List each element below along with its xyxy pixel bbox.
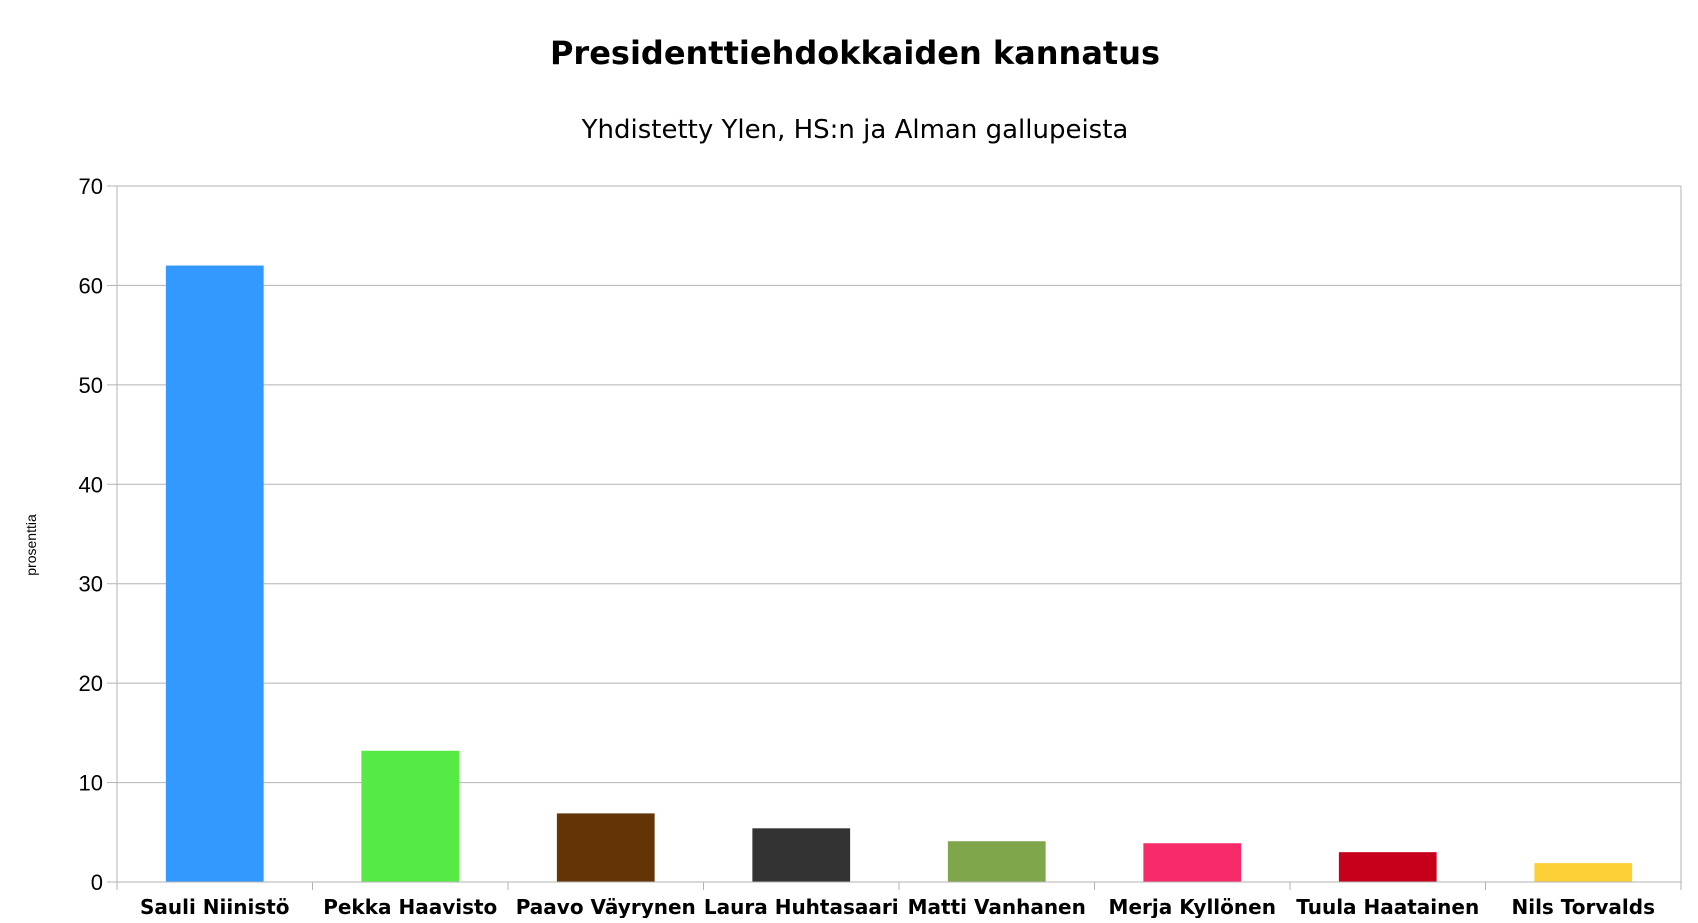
chart-subtitle: Yhdistetty Ylen, HS:n ja Alman gallupeis… [581, 115, 1129, 145]
bar [556, 813, 655, 882]
x-tick-label: Nils Torvalds [1511, 895, 1655, 918]
x-tick-label: Matti Vanhanen [908, 895, 1086, 918]
y-tick-labels: 0 10 20 30 40 50 60 70 [79, 174, 103, 895]
bar [752, 828, 851, 882]
x-tick-label: Laura Huhtasaari [704, 895, 899, 918]
y-tick-label: 10 [79, 771, 103, 796]
axes [107, 185, 1682, 890]
bar [165, 265, 264, 882]
gridlines [117, 185, 1681, 784]
bar [1338, 852, 1437, 882]
x-tick-label: Sauli Niinistö [140, 895, 290, 918]
y-tick-label: 60 [79, 273, 103, 298]
bars [165, 265, 1633, 882]
x-tick-label: Merja Kyllönen [1109, 895, 1276, 918]
x-tick-label: Tuula Haatainen [1296, 895, 1479, 918]
chart-title: Presidenttiehdokkaiden kannatus [550, 34, 1160, 72]
x-tick-label: Paavo Väyrynen [516, 895, 696, 918]
y-tick-label: 30 [79, 572, 103, 597]
bar [947, 841, 1046, 882]
bar [1143, 843, 1242, 882]
y-tick-label: 70 [79, 174, 103, 199]
y-axis-label: prosenttia [23, 514, 39, 576]
y-tick-label: 50 [79, 373, 103, 398]
y-tick-label: 0 [91, 870, 103, 895]
bar [1534, 863, 1633, 882]
x-tick-label: Pekka Haavisto [323, 895, 497, 918]
y-tick-label: 40 [79, 472, 103, 497]
bar [361, 750, 460, 882]
y-tick-label: 20 [79, 671, 103, 696]
x-tick-labels: Sauli Niinistö Pekka Haavisto Paavo Väyryn… [140, 895, 1655, 919]
